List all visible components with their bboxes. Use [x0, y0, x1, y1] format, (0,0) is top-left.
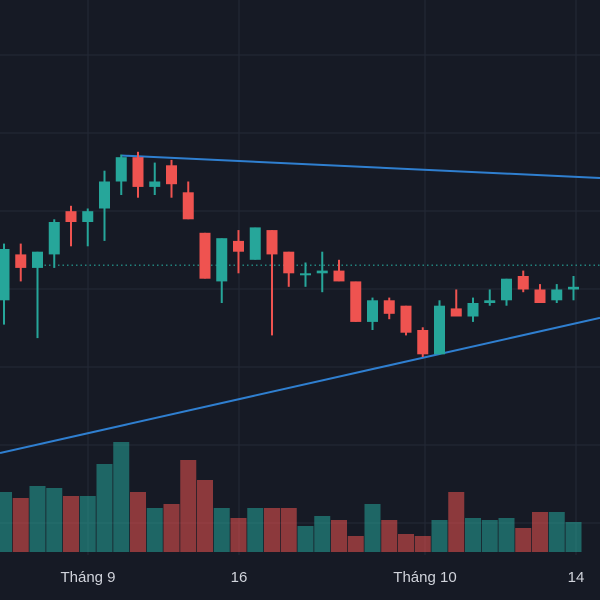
volume-bar — [213, 508, 230, 552]
candle-body — [32, 251, 43, 268]
candle-body — [517, 276, 529, 290]
volume-bar — [63, 496, 79, 552]
volume-bar — [180, 460, 197, 552]
candle-body — [367, 300, 378, 322]
candle-body — [300, 273, 311, 276]
volume-bar — [29, 486, 46, 552]
volume-bar — [96, 464, 113, 552]
candle-body — [199, 232, 211, 279]
candle-body — [48, 222, 60, 255]
volume-bars — [0, 442, 582, 552]
candle-body — [0, 249, 10, 301]
candle-body — [182, 192, 194, 220]
candle-body — [501, 278, 512, 301]
volume-bar — [264, 508, 280, 552]
candle-body — [115, 157, 127, 182]
volume-bar — [532, 512, 548, 552]
volume-bar — [12, 498, 29, 552]
candle-body — [149, 181, 161, 187]
volume-bar — [46, 488, 63, 552]
volume-bar — [548, 512, 565, 552]
support-trendline — [0, 316, 600, 454]
candle-body — [417, 330, 429, 355]
volume-bar — [297, 526, 314, 552]
volume-bar — [280, 508, 297, 552]
grid-lines — [0, 0, 600, 555]
candle-body — [15, 254, 27, 268]
volume-bar — [347, 536, 364, 552]
volume-bar — [431, 520, 448, 552]
trendlines — [0, 154, 600, 454]
volume-bar — [0, 492, 12, 552]
candle-body — [400, 305, 412, 333]
x-tick-label: Tháng 9 — [60, 569, 115, 586]
volume-bar — [79, 496, 96, 552]
candle-body — [450, 308, 462, 317]
candle-body — [316, 270, 328, 274]
candles — [0, 151, 579, 357]
x-tick-label: 14 — [568, 569, 585, 586]
candle-body — [216, 238, 228, 282]
candle-body — [233, 240, 244, 252]
volume-bar — [146, 508, 163, 552]
volume-bar — [331, 520, 347, 552]
x-tick-label: Tháng 10 — [393, 569, 456, 586]
candle-body — [534, 289, 546, 303]
volume-bar — [314, 516, 331, 552]
candle-body — [283, 251, 295, 274]
candle-body — [434, 305, 445, 355]
resistance-trendline — [121, 154, 600, 179]
candle-body — [467, 303, 479, 317]
volume-bar — [381, 520, 398, 552]
volume-bar — [197, 480, 213, 552]
x-axis-labels: Tháng 9 16 Tháng 10 14 — [60, 569, 584, 586]
candle-body — [249, 227, 261, 260]
candle-body — [166, 165, 177, 185]
volume-bar — [163, 504, 180, 552]
candle-body — [132, 157, 144, 187]
candle-body — [99, 181, 110, 209]
volume-bar — [398, 534, 414, 552]
volume-bar — [465, 518, 481, 552]
volume-bar — [414, 536, 431, 552]
volume-bar — [364, 504, 381, 552]
volume-bar — [481, 520, 498, 552]
volume-bar — [448, 492, 465, 552]
candle-body — [383, 300, 395, 314]
volume-bar — [498, 518, 515, 552]
candle-body — [266, 230, 278, 255]
volume-bar — [247, 508, 264, 552]
volume-bar — [130, 492, 146, 552]
volume-bar — [113, 442, 130, 552]
volume-bar — [515, 528, 532, 552]
candle-body — [65, 211, 77, 222]
candle-body — [551, 289, 563, 301]
candle-body — [82, 211, 94, 222]
volume-bar — [230, 518, 247, 552]
candle-body — [350, 281, 362, 322]
x-tick-label: 16 — [231, 569, 248, 586]
volume-bar — [565, 522, 582, 552]
candle-body — [333, 270, 345, 282]
candle-body — [484, 300, 496, 303]
candle-body — [568, 286, 579, 290]
